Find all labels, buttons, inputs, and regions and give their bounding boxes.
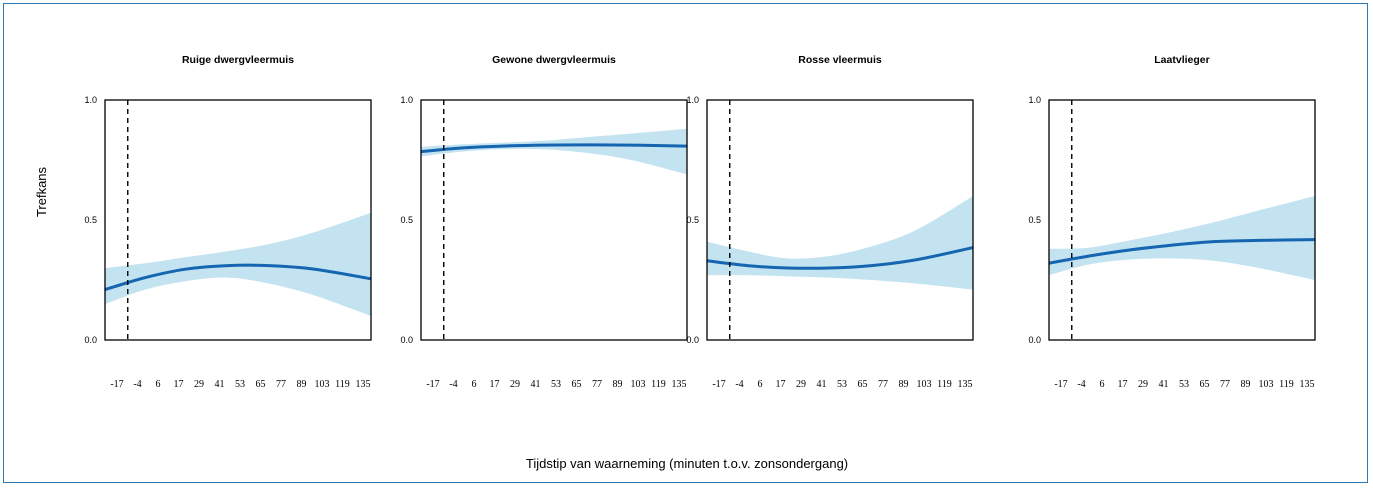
y-tick-label: 0.0 (686, 335, 699, 345)
x-tick-label: 65 (858, 379, 868, 390)
x-tick-label: 103 (917, 379, 932, 390)
figure-frame: Trefkans Tijdstip van waarneming (minute… (3, 3, 1368, 483)
x-tick-label: 6 (758, 379, 763, 390)
x-tick-label: 135 (1300, 379, 1315, 390)
x-tick-label: -4 (449, 379, 457, 390)
confidence-band (421, 128, 687, 175)
x-tick-label: -17 (426, 379, 439, 390)
plot-area (707, 100, 973, 340)
x-tick-label: 17 (1118, 379, 1128, 390)
x-tick-label: 29 (194, 379, 204, 390)
panel-border (420, 99, 688, 341)
x-tick-label: 77 (878, 379, 888, 390)
panels: Ruige dwergvleermuis 0.0 0.5 1.0 -17 -4 6 17 29 4… (84, 54, 1316, 390)
x-tick-label: 77 (1220, 379, 1230, 390)
x-axis-label: Tijdstip van waarneming (minuten t.o.v. … (526, 456, 848, 471)
x-tick-label: 119 (1279, 379, 1294, 390)
y-tick-label: 1.0 (1028, 95, 1041, 105)
panel-2: Gewone dwergvleermuis 0.0 0.5 1.0 -17 -4 6 17 29… (400, 54, 688, 390)
y-tick-label: 0.5 (686, 215, 699, 225)
x-tick-label: 119 (651, 379, 666, 390)
x-tick-label: 53 (551, 379, 561, 390)
x-tick-label: -4 (1077, 379, 1085, 390)
y-tick-label: 0.0 (84, 335, 97, 345)
x-tick-label: -4 (133, 379, 141, 390)
plot-area (105, 100, 371, 340)
panel-border (104, 99, 372, 341)
y-tick-label: 1.0 (400, 95, 413, 105)
plot-area (421, 100, 687, 340)
x-tick-label: 29 (1138, 379, 1148, 390)
x-tick-label: 103 (1259, 379, 1274, 390)
x-tick-label: 89 (613, 379, 623, 390)
x-tick-label: 77 (592, 379, 602, 390)
panel-3: Rosse vleermuis 0.0 0.5 1.0 -17 -4 6 17 29 41 53 65… (686, 54, 974, 390)
trend-line (1049, 238, 1315, 265)
trend-line (421, 143, 687, 154)
x-tick-label: 135 (356, 379, 371, 390)
panel-title: Rosse vleermuis (798, 54, 882, 66)
x-tick-label: 53 (1179, 379, 1189, 390)
x-tick-label: -17 (1054, 379, 1067, 390)
x-tick-label: 65 (572, 379, 582, 390)
x-tick-label: 53 (837, 379, 847, 390)
y-tick-label: 0.5 (400, 215, 413, 225)
confidence-band (1049, 196, 1315, 280)
x-tick-label: 135 (958, 379, 973, 390)
panel-title: Laatvlieger (1154, 54, 1209, 66)
panel-border (706, 99, 974, 341)
x-tick-label: 29 (796, 379, 806, 390)
x-tick-label: 17 (174, 379, 184, 390)
figure-canvas: Trefkans Tijdstip van waarneming (minute… (34, 54, 1316, 471)
trend-line (707, 246, 973, 270)
x-tick-label: 41 (1159, 379, 1169, 390)
y-tick-label: 0.0 (1028, 335, 1041, 345)
x-tick-label: 103 (631, 379, 646, 390)
x-tick-label: 89 (899, 379, 909, 390)
x-tick-label: 6 (156, 379, 161, 390)
y-tick-label: 0.5 (84, 215, 97, 225)
x-tick-label: -17 (110, 379, 123, 390)
x-tick-label: 119 (335, 379, 350, 390)
x-tick-label: 135 (672, 379, 687, 390)
y-tick-label: 0.5 (1028, 215, 1041, 225)
x-tick-label: 89 (297, 379, 307, 390)
x-tick-label: -17 (712, 379, 725, 390)
y-tick-label: 0.0 (400, 335, 413, 345)
x-tick-label: 53 (235, 379, 245, 390)
x-tick-label: -4 (735, 379, 743, 390)
y-tick-label: 1.0 (686, 95, 699, 105)
plot-area (1049, 100, 1315, 340)
x-tick-label: 41 (215, 379, 225, 390)
x-tick-label: 89 (1241, 379, 1251, 390)
panel-title: Gewone dwergvleermuis (492, 54, 616, 66)
x-tick-label: 6 (472, 379, 477, 390)
x-tick-label: 17 (490, 379, 500, 390)
y-axis-label: Trefkans (34, 166, 49, 217)
x-tick-label: 41 (531, 379, 541, 390)
x-tick-label: 119 (937, 379, 952, 390)
panel-title: Ruige dwergvleermuis (182, 54, 294, 66)
panel-1: Ruige dwergvleermuis 0.0 0.5 1.0 -17 -4 6 17 29 4… (84, 54, 372, 390)
x-tick-label: 29 (510, 379, 520, 390)
panel-4: Laatvlieger 0.0 0.5 1.0 -17 -4 6 17 29 41 53 65 77 89… (1028, 54, 1316, 390)
x-tick-label: 103 (315, 379, 330, 390)
x-tick-label: 41 (817, 379, 827, 390)
x-tick-label: 77 (276, 379, 286, 390)
y-tick-label: 1.0 (84, 95, 97, 105)
panel-border (1048, 99, 1316, 341)
confidence-band (707, 196, 973, 290)
x-tick-label: 65 (256, 379, 266, 390)
x-tick-label: 17 (776, 379, 786, 390)
trend-line (105, 263, 371, 292)
x-tick-label: 65 (1200, 379, 1210, 390)
x-tick-label: 6 (1100, 379, 1105, 390)
